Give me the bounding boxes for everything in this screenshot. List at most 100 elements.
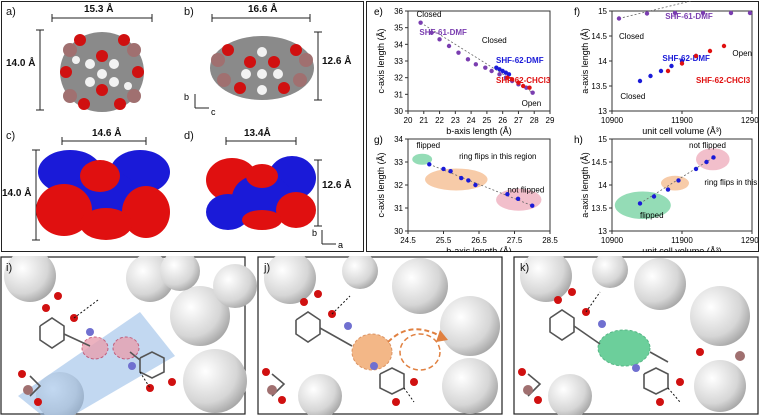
chart-data-point	[665, 68, 671, 74]
chart-x-axis-label: b-axis length (Å)	[446, 246, 512, 252]
chart-y-tick-label: 13.5	[591, 204, 607, 213]
height-label-c: 14.0 Å	[2, 188, 32, 199]
chart-y-tick-label: 31	[394, 204, 403, 213]
panel-label-b: b)	[184, 6, 194, 18]
chart-data-point	[637, 201, 643, 206]
chart-data-point	[429, 30, 434, 35]
chart-y-tick-label: 31	[394, 90, 403, 99]
width-label-a: 15.3 Å	[84, 4, 114, 15]
chart-y-axis-label: c-axis length (Å)	[376, 28, 386, 93]
chart-data-point	[497, 72, 502, 77]
chart-data-point	[648, 73, 653, 79]
chart-data-point	[441, 166, 446, 172]
chart-annotation: not flipped	[507, 185, 544, 194]
chart-data-point	[418, 20, 423, 25]
chart-data-point	[679, 61, 685, 66]
chart-trend-line	[639, 157, 714, 204]
width-label-c: 14.6 Å	[92, 128, 122, 139]
chart-data-point	[527, 85, 532, 90]
chart-annotation: Open	[522, 99, 542, 108]
chart-y-axis-label: a-axis length (Å)	[580, 152, 590, 218]
chart-y-tick-label: 14.5	[591, 32, 607, 41]
chart-y-tick-label: 34	[394, 40, 403, 49]
chart-data-point	[530, 90, 535, 95]
chart-x-tick-label: 26.5	[471, 236, 487, 245]
panel-k	[513, 256, 759, 415]
chart-x-axis-label: unit cell volume (Å³)	[642, 246, 722, 252]
chart-annotation: Closed	[620, 92, 645, 101]
chart-series-label: SHF-61-DMF	[419, 28, 467, 37]
chart-data-point	[711, 155, 716, 160]
molecule-c	[36, 150, 170, 240]
molecule-d	[206, 156, 316, 230]
chart-data-point	[489, 68, 494, 74]
axis-b-top: b	[184, 92, 189, 102]
axis-b-bottom: b	[312, 228, 317, 238]
chart-data-point	[437, 37, 442, 42]
structure-drawings: b c b a	[32, 14, 343, 250]
chart-x-tick-label: 11900	[671, 116, 693, 125]
chart-region-ellipse	[425, 168, 488, 191]
chart-data-point	[693, 53, 699, 59]
chart-data-point	[644, 11, 650, 16]
chart-data-point	[520, 83, 526, 89]
chart-x-tick-label: 25.5	[436, 236, 452, 245]
chart-x-tick-label: 23	[451, 116, 460, 125]
chart-y-tick-label: 30	[394, 107, 403, 116]
chart-data-point	[509, 77, 515, 82]
chart-y-axis-label: c-axis length (Å)	[376, 152, 386, 217]
chart-x-tick-label: 24	[467, 116, 476, 125]
chart-data-point	[506, 72, 512, 77]
chart-data-point	[721, 43, 727, 49]
chart-y-tick-label: 32	[394, 74, 403, 83]
chart-data-point	[672, 10, 678, 16]
chart-data-point	[446, 43, 452, 49]
chart-region-ellipse	[614, 191, 671, 220]
panel-label-c: c)	[6, 130, 16, 142]
molecule-a	[60, 32, 144, 112]
chart-y-tick-label: 14.5	[591, 158, 607, 167]
chart-x-tick-label: 29	[546, 116, 555, 125]
chart-y-tick-label: 33	[394, 57, 403, 66]
chart-x-tick-label: 21	[419, 116, 428, 125]
chart-data-point	[658, 68, 664, 74]
chart-data-point	[704, 159, 709, 165]
width-label-b: 16.6 Å	[248, 4, 278, 15]
chart-data-point	[427, 162, 432, 167]
molecule-b	[210, 36, 314, 100]
chart-y-axis-label: a-axis length (Å)	[580, 28, 590, 94]
chart-data-point	[616, 16, 622, 21]
chart-x-tick-label: 12900	[741, 116, 759, 125]
chart-data-point	[505, 192, 510, 197]
chart-x-tick-label: 10900	[601, 236, 624, 245]
chart-x-tick-label: 11900	[671, 236, 693, 245]
chart-data-point	[516, 80, 521, 85]
chart-y-tick-label: 14	[598, 181, 607, 190]
chart-y-tick-label: 32	[394, 181, 403, 190]
chart-y-tick-label: 35	[394, 24, 403, 33]
panel-label-k: k)	[520, 262, 530, 274]
chart-trend-line	[618, 1, 693, 19]
chart-x-tick-label: 28.5	[542, 236, 558, 245]
panel-label-j: j)	[264, 262, 271, 274]
panel-label-i: i)	[6, 262, 13, 274]
chart-annotation: Closed	[482, 36, 507, 45]
chart-region-ellipse	[412, 153, 433, 165]
chart-data-point	[505, 75, 510, 80]
chart-data-point	[676, 178, 681, 183]
chart-x-tick-label: 20	[404, 116, 413, 125]
panel-label-a: a)	[6, 6, 16, 18]
chart-y-tick-label: 33	[394, 158, 403, 167]
chart-y-tick-label: 30	[394, 227, 403, 236]
chart-data-point	[665, 187, 671, 192]
chart-x-tick-label: 28	[530, 116, 539, 125]
height-label-d: 12.6 Å	[322, 180, 352, 191]
chart-data-point	[466, 178, 471, 183]
chart-annotation: Closed	[619, 32, 644, 41]
chart-x-tick-label: 26	[498, 116, 507, 125]
panel-i	[0, 256, 257, 415]
chart-data-point	[693, 166, 699, 172]
chart-panel-label: f)	[574, 7, 580, 18]
axis-a-bottom: a	[338, 240, 343, 250]
chart-x-tick-label: 12900	[741, 236, 759, 245]
